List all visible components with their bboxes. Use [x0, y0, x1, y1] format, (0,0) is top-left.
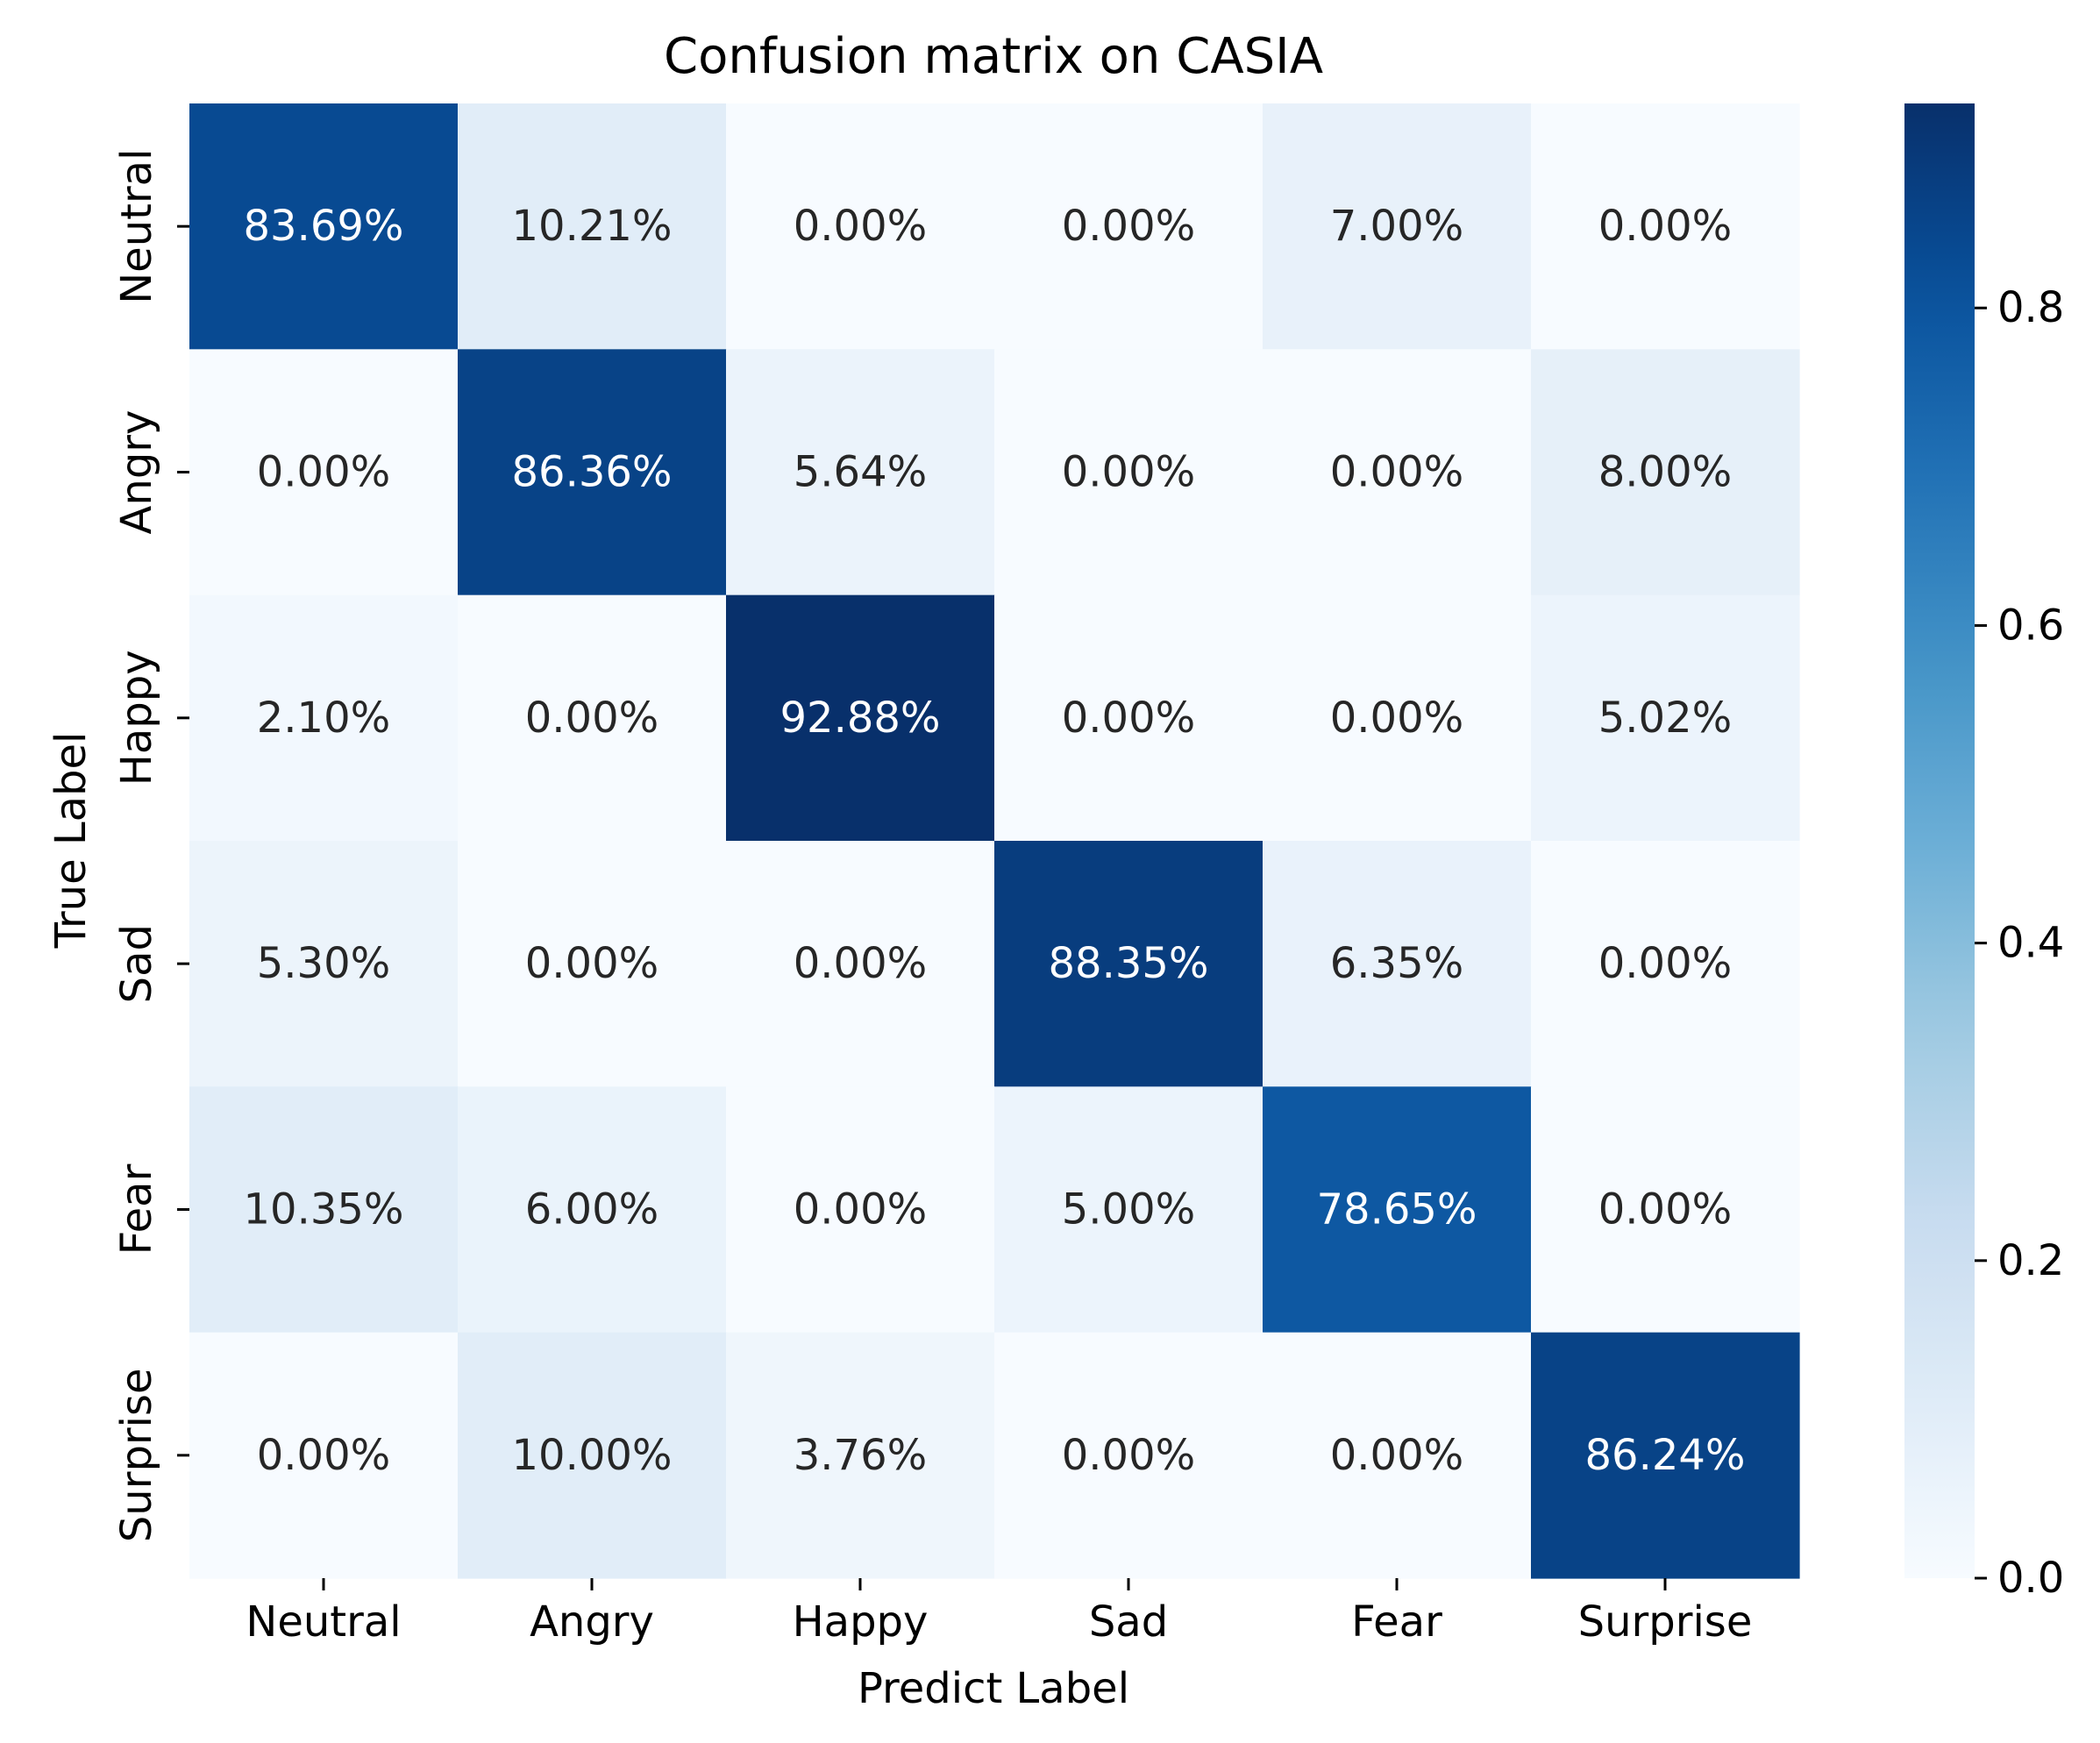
cell-value-label: 3.76%	[794, 1431, 927, 1480]
colorbar-tick-label: 0.2	[1997, 1236, 2064, 1285]
colorbar-ticks: 0.0 0.2 0.4 0.6 0.8	[1975, 283, 2064, 1603]
x-tick-label: Fear	[1351, 1597, 1442, 1647]
cell-value-label: 0.00%	[525, 939, 658, 988]
cell-value-label: 0.00%	[1598, 202, 1732, 251]
colorbar-tick-label: 0.0	[1997, 1554, 2064, 1603]
cell-value-label: 6.35%	[1330, 939, 1463, 988]
cell-value-label: 0.00%	[794, 939, 927, 988]
cell-value-label: 86.24%	[1584, 1431, 1745, 1480]
cell-value-label: 0.00%	[1330, 694, 1463, 743]
heatmap-cell	[189, 349, 459, 596]
cell-value-label: 0.00%	[257, 448, 390, 497]
cell-value-label: 0.00%	[1598, 1185, 1732, 1234]
heatmap-cell	[994, 103, 1264, 350]
cell-value-label: 0.00%	[794, 1185, 927, 1234]
colorbar-tick-label: 0.8	[1997, 283, 2064, 332]
colorbar-tick-label: 0.6	[1997, 601, 2064, 650]
heatmap-cell	[994, 594, 1264, 842]
cell-value-label: 0.00%	[1062, 1431, 1195, 1480]
heatmap-cell	[189, 1332, 459, 1579]
x-tick-label: Angry	[530, 1597, 654, 1647]
heatmap-cell	[458, 1332, 727, 1579]
colorbar-tick-label: 0.4	[1997, 919, 2064, 968]
x-axis-label: Predict Label	[858, 1664, 1129, 1713]
heatmap-cell	[1263, 841, 1532, 1087]
cell-value-label: 5.02%	[1598, 694, 1732, 743]
y-axis: Neutral Angry Happy Sad Fear Surprise	[112, 149, 189, 1542]
heatmap-cell	[1263, 1086, 1532, 1334]
heatmap-cell	[189, 594, 459, 842]
x-tick-label: Neutral	[246, 1597, 401, 1647]
heatmap-cell	[1531, 841, 1800, 1087]
heatmap-cell	[189, 841, 459, 1087]
heatmap-cell	[458, 594, 727, 842]
cell-value-label: 0.00%	[257, 1431, 390, 1480]
heatmap-cell	[1531, 103, 1800, 350]
colorbar	[1904, 103, 1975, 1578]
cell-value-label: 88.35%	[1048, 939, 1208, 988]
y-tick-label: Neutral	[112, 149, 161, 304]
y-tick-label: Angry	[112, 410, 161, 535]
heatmap-cell	[1263, 594, 1532, 842]
heatmap-cell-labels: 83.69% 10.21% 0.00% 0.00% 7.00% 0.00% 0.00% 86.…	[243, 202, 1745, 1480]
y-tick-label: Surprise	[112, 1368, 161, 1542]
cell-value-label: 0.00%	[1062, 202, 1195, 251]
heatmap-cell	[1531, 1086, 1800, 1334]
cell-value-label: 78.65%	[1316, 1185, 1477, 1234]
y-axis-label: True Label	[46, 732, 96, 950]
cell-value-label: 0.00%	[525, 694, 658, 743]
cell-value-label: 6.00%	[525, 1185, 658, 1234]
cell-value-label: 0.00%	[1330, 1431, 1463, 1480]
cell-value-label: 5.64%	[794, 448, 927, 497]
heatmap-cell	[994, 1332, 1264, 1579]
heatmap-cells	[189, 103, 1800, 1579]
cell-value-label: 0.00%	[1598, 939, 1732, 988]
heatmap-cell	[994, 1086, 1264, 1334]
heatmap-cell	[189, 1086, 459, 1334]
cell-value-label: 0.00%	[1330, 448, 1463, 497]
heatmap-cell	[726, 349, 995, 596]
heatmap-cell	[458, 103, 727, 350]
cell-value-label: 0.00%	[794, 202, 927, 251]
cell-value-label: 5.30%	[257, 939, 390, 988]
cell-value-label: 2.10%	[257, 694, 390, 743]
x-tick-label: Surprise	[1578, 1597, 1753, 1647]
cell-value-label: 10.00%	[511, 1431, 672, 1480]
heatmap-cell	[458, 841, 727, 1087]
cell-value-label: 10.21%	[511, 202, 672, 251]
heatmap-cell	[1531, 349, 1800, 596]
cell-value-label: 8.00%	[1598, 448, 1732, 497]
heatmap-cell	[1531, 594, 1800, 842]
y-tick-label: Fear	[112, 1163, 161, 1255]
heatmap-cell	[726, 1332, 995, 1579]
heatmap-cell	[1263, 1332, 1532, 1579]
y-tick-label: Happy	[112, 650, 161, 786]
chart-title: Confusion matrix on CASIA	[664, 28, 1323, 85]
cell-value-label: 0.00%	[1062, 448, 1195, 497]
x-tick-label: Happy	[793, 1597, 929, 1647]
cell-value-label: 92.88%	[779, 694, 940, 743]
heatmap-cell	[458, 349, 727, 596]
heatmap-cell	[726, 594, 995, 842]
cell-value-label: 0.00%	[1062, 694, 1195, 743]
heatmap-cell	[726, 841, 995, 1087]
cell-value-label: 5.00%	[1062, 1185, 1195, 1234]
y-tick-label: Sad	[112, 924, 161, 1003]
cell-value-label: 10.35%	[243, 1185, 403, 1234]
heatmap-cell	[994, 841, 1264, 1087]
x-axis: Neutral Angry Happy Sad Fear Surprise	[246, 1578, 1752, 1647]
x-tick-label: Sad	[1089, 1597, 1168, 1647]
cell-value-label: 86.36%	[511, 448, 672, 497]
cell-value-label: 7.00%	[1330, 202, 1463, 251]
heatmap-cell	[1263, 103, 1532, 350]
heatmap-cell	[458, 1086, 727, 1334]
heatmap-cell	[994, 349, 1264, 596]
heatmap-cell	[1531, 1332, 1800, 1579]
cell-value-label: 83.69%	[243, 202, 403, 251]
heatmap-cell	[726, 1086, 995, 1334]
heatmap-cell	[1263, 349, 1532, 596]
heatmap-cell	[726, 103, 995, 350]
heatmap-cell	[189, 103, 459, 350]
